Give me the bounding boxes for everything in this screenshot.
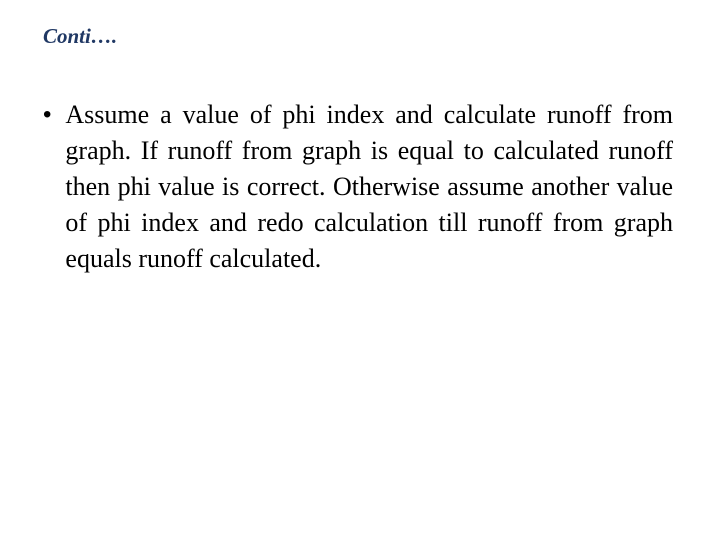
content-area: • Assume a value of phi index and calcul… <box>35 97 685 277</box>
slide-container: Conti…. • Assume a value of phi index an… <box>0 0 720 540</box>
bullet-item: • Assume a value of phi index and calcul… <box>43 97 673 277</box>
slide-title: Conti…. <box>43 24 685 49</box>
bullet-marker: • <box>43 97 51 133</box>
bullet-text: Assume a value of phi index and calculat… <box>65 97 673 277</box>
